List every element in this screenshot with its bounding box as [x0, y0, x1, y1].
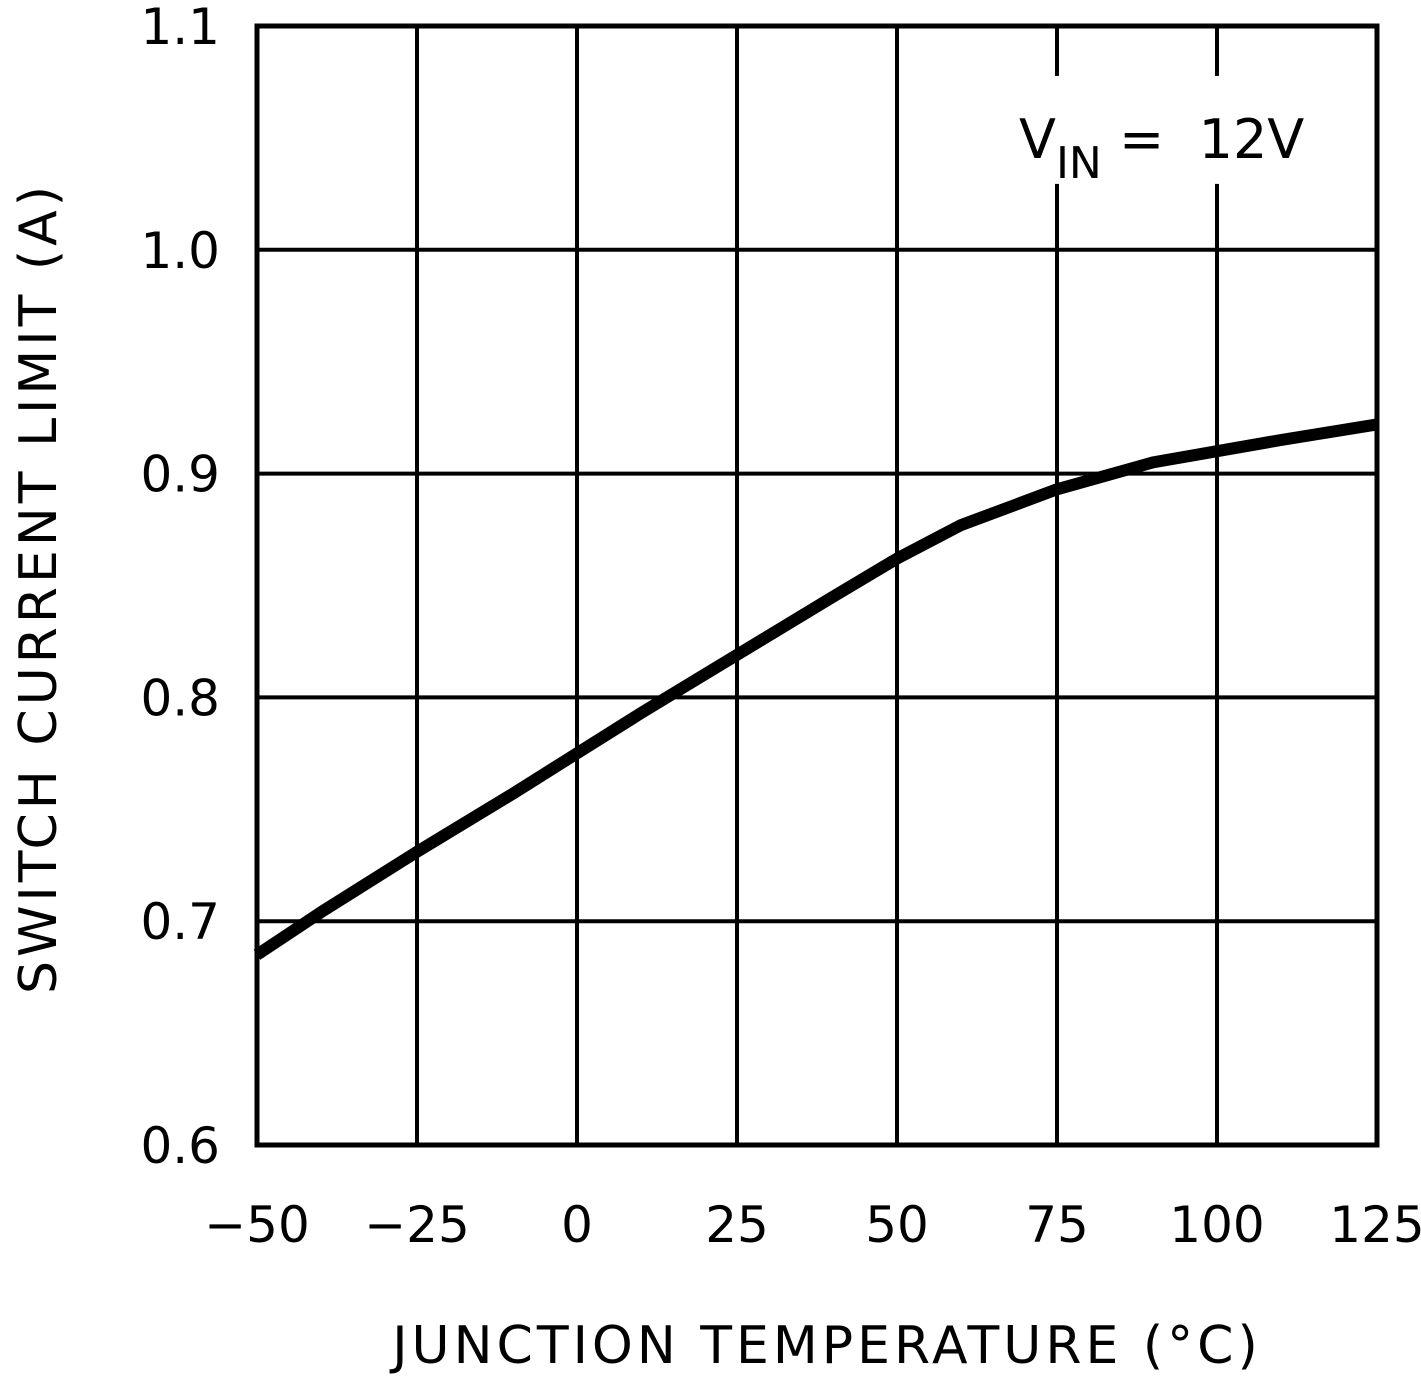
annotation-rest: = 12V	[1102, 108, 1304, 171]
y-tick-label: 0.9	[140, 446, 220, 504]
y-tick-label: 1.0	[140, 222, 220, 280]
annotation-subscript: IN	[1056, 138, 1102, 189]
x-tick-label: 0	[561, 1196, 593, 1254]
x-tick-labels: −50 −25 0 25 50 75 100 125	[204, 1196, 1421, 1254]
y-tick-label: 1.1	[140, 0, 220, 56]
y-tick-labels: 0.6 0.7 0.8 0.9 1.0 1.1	[140, 0, 220, 1175]
y-tick-label: 0.8	[140, 669, 220, 727]
x-tick-label: 125	[1329, 1196, 1421, 1254]
plot-frame	[254, 23, 1380, 1148]
x-tick-label: 100	[1169, 1196, 1264, 1254]
annotation-main: V	[1019, 108, 1056, 171]
x-tick-label: 50	[865, 1196, 929, 1254]
y-tick-label: 0.7	[140, 893, 220, 951]
annotation-background	[1007, 75, 1371, 184]
y-axis-label: SWITCH CURRENT LIMIT (A)	[9, 182, 69, 994]
x-tick-label: −50	[204, 1196, 310, 1254]
grid-lines	[257, 26, 1377, 1145]
y-tick-label: 0.6	[140, 1117, 220, 1175]
x-axis-label: JUNCTION TEMPERATURE (°C)	[389, 1316, 1262, 1376]
series-group	[253, 418, 1378, 960]
annotation-box	[1007, 75, 1371, 184]
x-tick-label: −25	[364, 1196, 470, 1254]
series-line	[253, 418, 1378, 960]
x-tick-label: 25	[705, 1196, 769, 1254]
x-tick-label: 75	[1025, 1196, 1089, 1254]
vin-annotation: VIN = 12V	[1019, 108, 1304, 189]
